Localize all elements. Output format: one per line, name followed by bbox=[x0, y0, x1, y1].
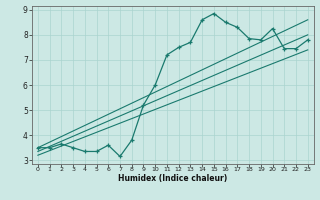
X-axis label: Humidex (Indice chaleur): Humidex (Indice chaleur) bbox=[118, 174, 228, 183]
